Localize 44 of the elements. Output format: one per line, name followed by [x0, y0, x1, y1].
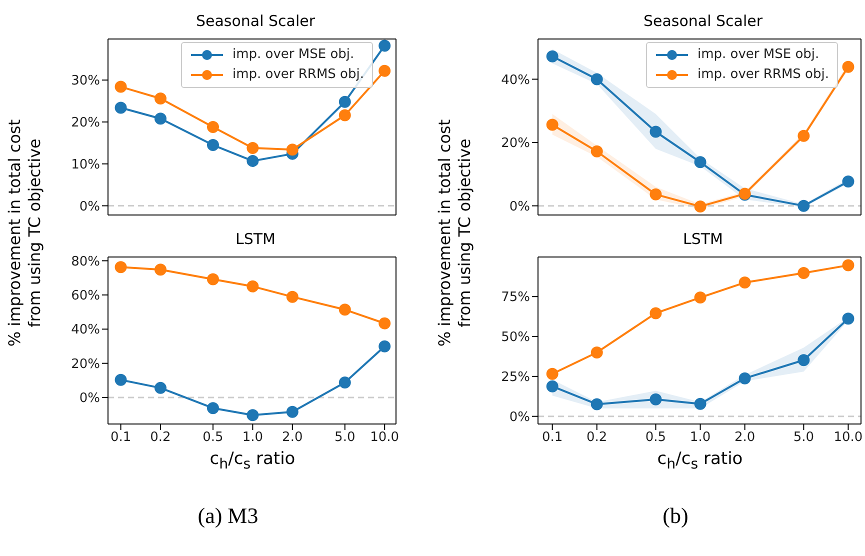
y-tick-label: 20% [71, 356, 100, 372]
x-tick-label: 10.0 [370, 430, 400, 446]
x-tick-label: 0.1 [110, 430, 132, 446]
y-tick-label: 60% [71, 288, 100, 304]
chart-title: LSTM [234, 229, 276, 250]
y-tick-label: 50% [501, 330, 530, 346]
x-axis-title: c$_{h}$/c$_{s}$ ratio [208, 448, 296, 474]
chart-title: Seasonal Scaler [194, 11, 316, 32]
y-tick-label: 80% [71, 254, 100, 270]
y-tick-label: 0% [509, 410, 530, 425]
y-tick-label: 75% [501, 290, 530, 306]
x-tick-label: 2.0 [282, 430, 303, 446]
y-tick-label: 0% [79, 199, 100, 214]
chart-title: Seasonal Scaler [642, 11, 764, 32]
y-tick-label: 20% [71, 116, 100, 131]
x-tick-label: 10.0 [834, 430, 863, 446]
x-tick-label: 0.2 [586, 430, 608, 446]
y-tick-label: 20% [501, 136, 530, 152]
y-tick-label: 40% [501, 72, 530, 88]
x-tick-label: 1.0 [242, 430, 264, 446]
x-tick-label: 0.5 [645, 430, 666, 446]
legend-label: imp. over RRMS obj. [232, 66, 364, 84]
x-tick-label: 5.0 [793, 430, 814, 446]
legend-label: imp. over MSE obj. [232, 46, 354, 64]
x-tick-label: 5.0 [334, 430, 356, 446]
y-tick-label: 40% [71, 322, 100, 338]
y-axis-title: % improvement in total cost from using TC objective [435, 118, 475, 349]
x-tick-label: 1.0 [690, 430, 711, 446]
y-tick-label: 10% [71, 157, 100, 172]
y-axis-title: % improvement in total cost from using TC objective [5, 118, 45, 349]
legend-label: imp. over RRMS obj. [697, 66, 829, 84]
chart-title: LSTM [682, 229, 724, 250]
x-axis-title: c$_{h}$/c$_{s}$ ratio [656, 448, 744, 474]
legend-label: imp. over MSE obj. [697, 46, 820, 64]
y-tick-label: 0% [79, 391, 100, 406]
x-tick-label: 0.1 [542, 430, 563, 446]
x-tick-label: 0.2 [150, 430, 171, 446]
y-tick-label: 25% [501, 370, 530, 386]
text: (b) [662, 503, 690, 529]
text: (a) M3 [196, 503, 260, 529]
x-tick-label: 2.0 [734, 430, 756, 446]
y-tick-label: 0% [509, 199, 530, 214]
y-tick-label: 30% [71, 74, 100, 89]
x-tick-label: 0.5 [202, 430, 224, 446]
